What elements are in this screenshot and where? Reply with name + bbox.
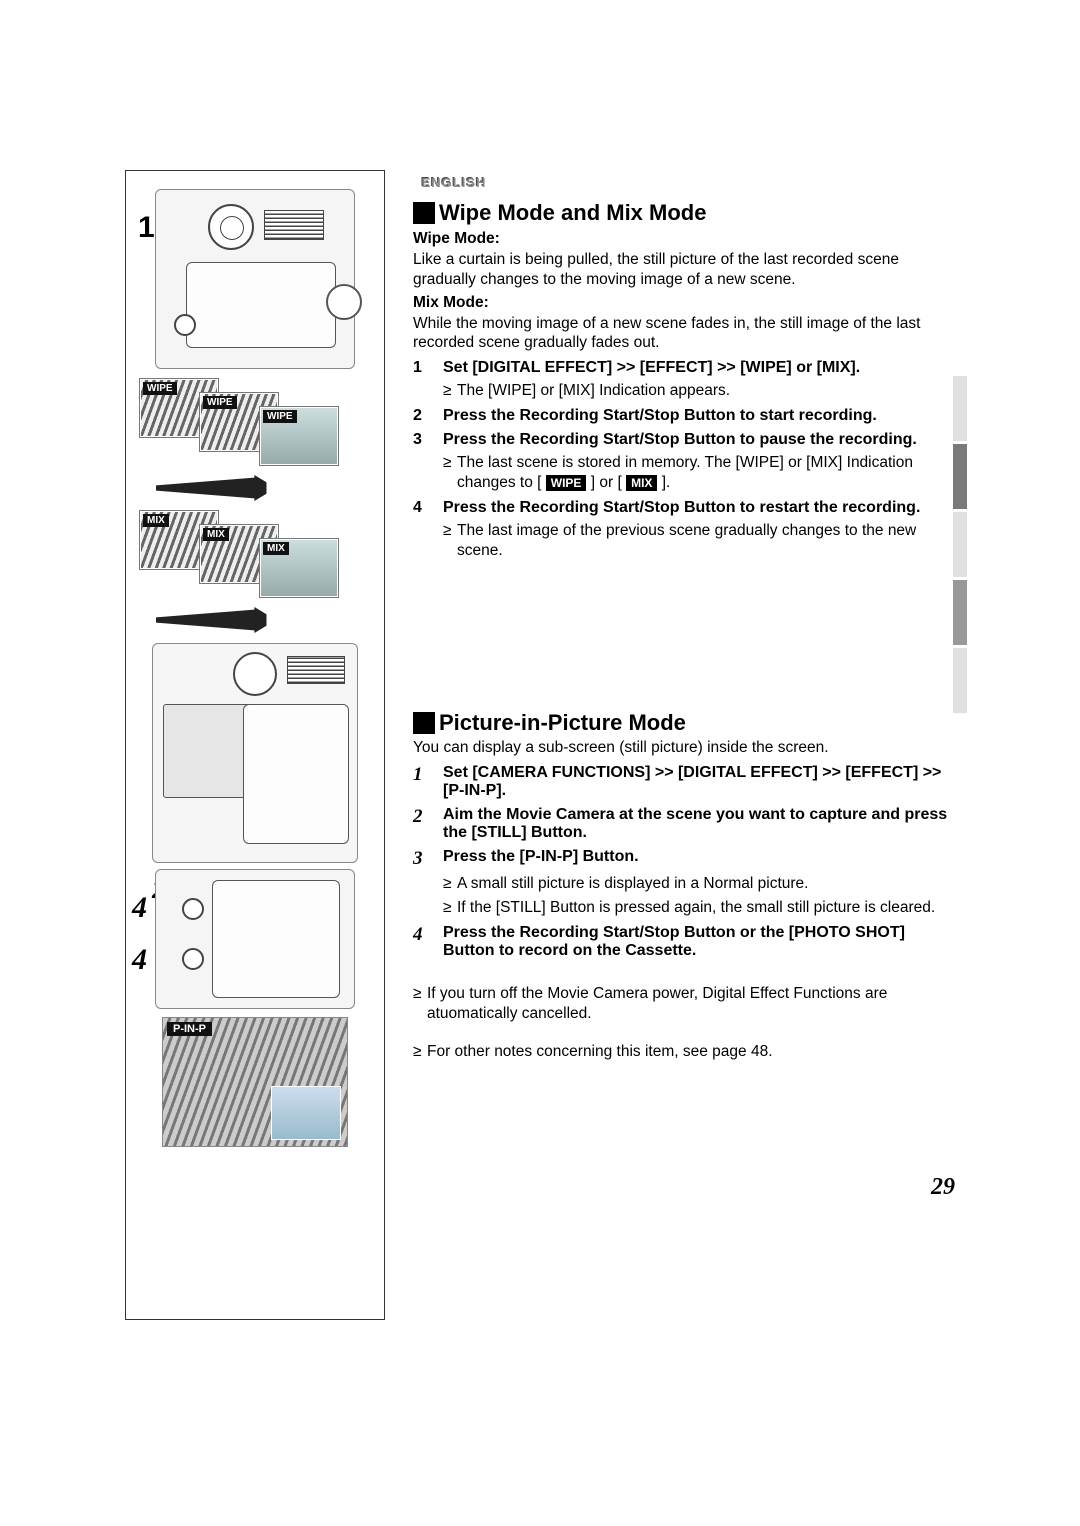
step-number: 4: [413, 499, 443, 517]
step-text: Press the Recording Start/Stop Button to…: [443, 499, 920, 517]
bullet-icon: ≥: [443, 521, 457, 561]
wipe-tag: WIPE: [143, 382, 177, 395]
step-text: Press the Recording Start/Stop Button to…: [443, 407, 877, 425]
note-text: The [WIPE] or [MIX] Indication appears.: [457, 381, 730, 401]
illustration-column: 1 2, 3, 4 WIPE WIPE WIPE MIX MIX MIX: [125, 170, 385, 1320]
note-text: If the [STILL] Button is pressed again, …: [457, 898, 935, 918]
mode-dial-icon: [208, 204, 254, 250]
wipe-mode-label: Wipe Mode:: [413, 230, 955, 248]
photo-shot-button-icon: [182, 898, 204, 920]
wipe-tag: WIPE: [203, 396, 237, 409]
section-heading-row: Picture-in-Picture Mode: [413, 710, 955, 736]
footnote-1: ≥ If you turn off the Movie Camera power…: [413, 984, 955, 1024]
section-heading: Picture-in-Picture Mode: [439, 710, 686, 736]
step-text: Set [DIGITAL EFFECT] >> [EFFECT] >> [WIP…: [443, 359, 860, 377]
pip-step3-note1: ≥ A small still picture is displayed in …: [443, 874, 955, 894]
pip-step-1: 1 Set [CAMERA FUNCTIONS] >> [DIGITAL EFF…: [413, 764, 955, 800]
step-number: 3: [413, 431, 443, 449]
note-segment: ].: [662, 474, 671, 491]
manual-page: 1 2, 3, 4 WIPE WIPE WIPE MIX MIX MIX: [125, 170, 955, 1450]
chapter-tabs: [953, 376, 967, 716]
note-text: If you turn off the Movie Camera power, …: [427, 984, 955, 1024]
step-text: Press the Recording Start/Stop Button or…: [443, 924, 955, 960]
step-4-note: ≥ The last image of the previous scene g…: [443, 521, 955, 561]
note-text: For other notes concerning this item, se…: [427, 1042, 773, 1062]
step-3-note: ≥ The last scene is stored in memory. Th…: [443, 453, 955, 493]
mix-mode-label: Mix Mode:: [413, 294, 955, 312]
step-text: Set [CAMERA FUNCTIONS] >> [DIGITAL EFFEC…: [443, 764, 955, 800]
mode-dial-icon: [233, 652, 277, 696]
bullet-icon: ≥: [413, 984, 427, 1024]
pip-step-4b: 4: [132, 943, 147, 977]
step-text: Press the [P-IN-P] Button.: [443, 848, 639, 870]
step-number: 2: [413, 407, 443, 425]
grip-hatch-icon: [264, 210, 324, 240]
note-text: A small still picture is displayed in a …: [457, 874, 808, 894]
bullet-icon: ≥: [443, 874, 457, 894]
mix-tag: MIX: [143, 514, 169, 527]
text-column: ENGLISH Wipe Mode and Mix Mode Wipe Mode…: [413, 170, 955, 1061]
camera-side-illustration: [155, 869, 355, 1009]
step-1-note: ≥ The [WIPE] or [MIX] Indication appears…: [443, 381, 955, 401]
page-number: 29: [931, 1174, 955, 1201]
pip-subscreen: [271, 1086, 341, 1140]
step-3: 3 Press the Recording Start/Stop Button …: [413, 431, 955, 449]
tab-active: [953, 444, 967, 509]
tab: [953, 376, 967, 441]
transition-arrow-icon: [156, 475, 276, 501]
bullet-icon: ≥: [443, 381, 457, 401]
step-4: 4 Press the Recording Start/Stop Button …: [413, 499, 955, 517]
step-text: Aim the Movie Camera at the scene you wa…: [443, 806, 955, 842]
pip-step-3: 3 Press the [P-IN-P] Button.: [413, 848, 955, 870]
transition-arrow-icon: [156, 607, 276, 633]
mix-badge: MIX: [626, 475, 657, 491]
section-heading-row: Wipe Mode and Mix Mode: [413, 200, 955, 226]
step-number: 2: [413, 806, 443, 842]
step-number: 4: [413, 924, 443, 960]
mix-mode-text: While the moving image of a new scene fa…: [413, 314, 955, 354]
pip-step-4a: 4: [132, 891, 147, 925]
pip-step-2: 2 Aim the Movie Camera at the scene you …: [413, 806, 955, 842]
note-text: The last image of the previous scene gra…: [457, 521, 955, 561]
step-number: 1: [413, 359, 443, 377]
step-2: 2 Press the Recording Start/Stop Button …: [413, 407, 955, 425]
camera-open-screen-illustration: [152, 643, 358, 863]
pip-example-thumb: P-IN-P: [162, 1017, 348, 1147]
pip-intro-text: You can display a sub-screen (still pict…: [413, 738, 955, 758]
wipe-mode-text: Like a curtain is being pulled, the stil…: [413, 250, 955, 290]
mix-tag: MIX: [203, 528, 229, 541]
tab: [953, 648, 967, 713]
bullet-icon: ≥: [443, 453, 457, 493]
wipe-thumbnails: WIPE WIPE WIPE: [140, 379, 372, 471]
tab: [953, 580, 967, 645]
step-number: 1: [413, 764, 443, 800]
pip-step-4: 4 Press the Recording Start/Stop Button …: [413, 924, 955, 960]
camera-top-illustration: [155, 189, 355, 369]
pip-step3-note2: ≥ If the [STILL] Button is pressed again…: [443, 898, 955, 918]
step-1: 1 Set [DIGITAL EFFECT] >> [EFFECT] >> [W…: [413, 359, 955, 377]
footnote-2: ≥ For other notes concerning this item, …: [413, 1042, 955, 1062]
note-text: The last scene is stored in memory. The …: [457, 453, 955, 493]
section-marker-icon: [413, 202, 435, 224]
record-button-icon: [182, 948, 204, 970]
grip-hatch-icon: [287, 656, 345, 684]
tab: [953, 512, 967, 577]
bullet-icon: ≥: [413, 1042, 427, 1062]
language-tab: ENGLISH: [413, 170, 495, 196]
bullet-icon: ≥: [443, 898, 457, 918]
record-button-icon: [174, 314, 196, 336]
pip-tag: P-IN-P: [167, 1022, 212, 1036]
mix-tag: MIX: [263, 542, 289, 555]
step-number-1: 1: [138, 211, 155, 245]
step-number: 3: [413, 848, 443, 870]
note-segment: The last scene is stored in memory. The …: [457, 454, 913, 491]
section-marker-icon: [413, 712, 435, 734]
wipe-badge: WIPE: [546, 475, 587, 491]
step-text: Press the Recording Start/Stop Button to…: [443, 431, 917, 449]
wipe-tag: WIPE: [263, 410, 297, 423]
mix-thumbnails: MIX MIX MIX: [140, 511, 372, 603]
section-heading: Wipe Mode and Mix Mode: [439, 200, 706, 226]
note-segment: ] or [: [591, 474, 622, 491]
